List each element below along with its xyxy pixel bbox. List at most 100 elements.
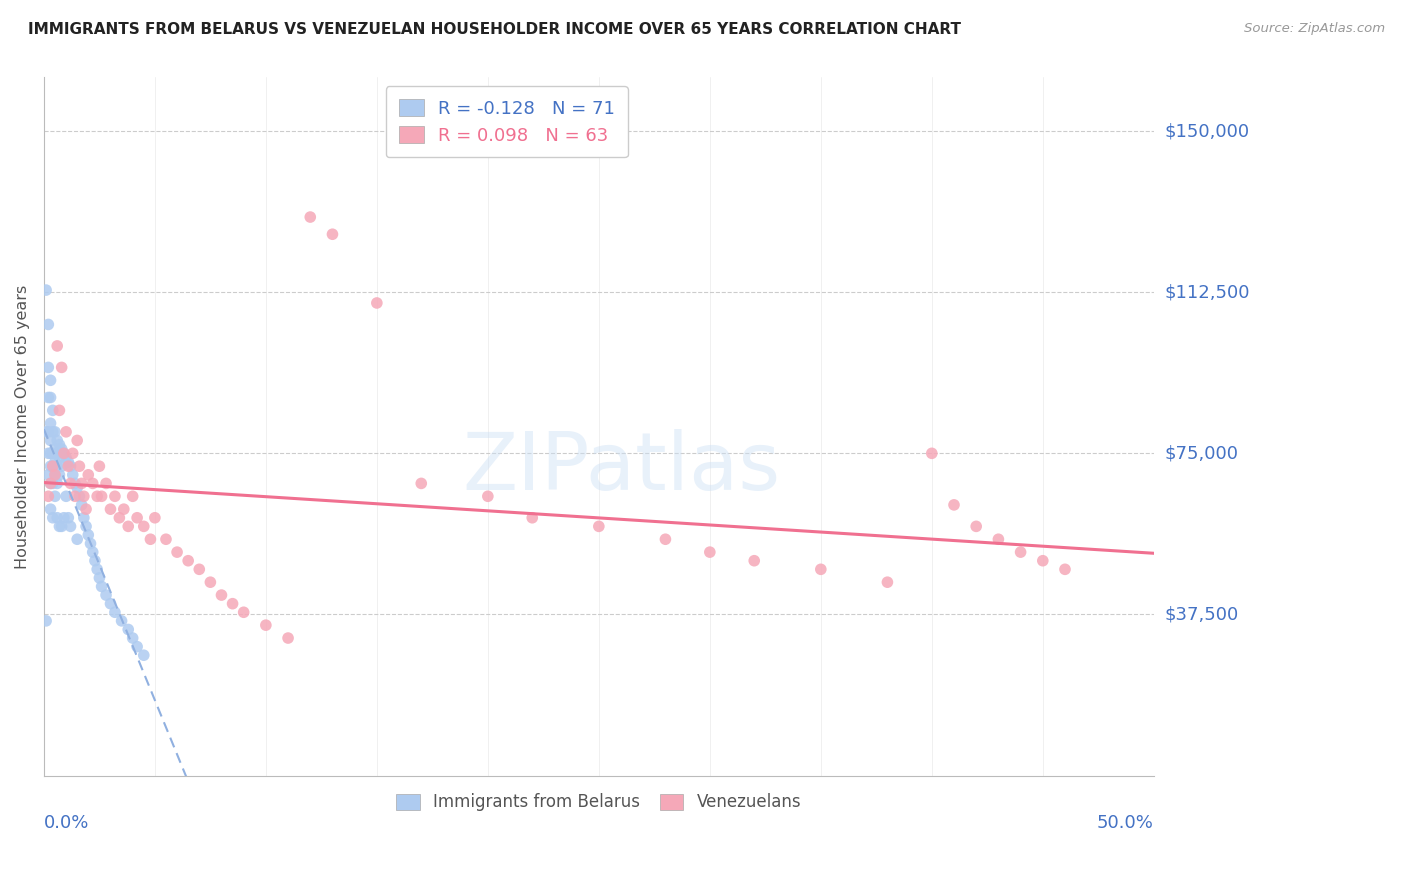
Point — [166, 545, 188, 559]
Point — [44, 425, 66, 439]
Point — [112, 502, 135, 516]
Point — [742, 554, 765, 568]
Point — [52, 446, 75, 460]
Point — [110, 614, 132, 628]
Text: IMMIGRANTS FROM BELARUS VS VENEZUELAN HOUSEHOLDER INCOME OVER 65 YEARS CORRELATI: IMMIGRANTS FROM BELARUS VS VENEZUELAN HO… — [28, 22, 962, 37]
Point — [127, 510, 149, 524]
Point — [35, 425, 58, 439]
Point — [232, 605, 254, 619]
Point — [84, 554, 107, 568]
Point — [89, 571, 111, 585]
Point — [51, 459, 73, 474]
Point — [59, 519, 82, 533]
Point — [55, 489, 77, 503]
Point — [37, 425, 59, 439]
Point — [48, 450, 70, 465]
Point — [70, 476, 93, 491]
Point — [943, 498, 966, 512]
Point — [59, 476, 82, 491]
Point — [37, 446, 59, 460]
Point — [477, 489, 499, 503]
Point — [37, 360, 59, 375]
Point — [90, 489, 112, 503]
Point — [66, 481, 89, 495]
Point — [58, 510, 80, 524]
Point — [211, 588, 233, 602]
Point — [117, 623, 139, 637]
Point — [66, 434, 89, 448]
Text: 50.0%: 50.0% — [1097, 814, 1154, 832]
Point — [127, 640, 149, 654]
Point — [44, 489, 66, 503]
Point — [82, 476, 104, 491]
Point — [810, 562, 832, 576]
Point — [876, 575, 898, 590]
Point — [37, 318, 59, 332]
Point — [39, 476, 62, 491]
Text: ZIPatlas: ZIPatlas — [463, 429, 780, 508]
Point — [143, 510, 166, 524]
Point — [117, 519, 139, 533]
Point — [94, 476, 117, 491]
Point — [89, 459, 111, 474]
Point — [39, 502, 62, 516]
Point — [46, 476, 69, 491]
Point — [46, 510, 69, 524]
Point — [48, 519, 70, 533]
Point — [67, 459, 90, 474]
Point — [200, 575, 222, 590]
Point — [100, 502, 122, 516]
Point — [86, 562, 108, 576]
Point — [35, 614, 58, 628]
Point — [39, 476, 62, 491]
Point — [70, 498, 93, 512]
Point — [67, 489, 90, 503]
Point — [52, 446, 75, 460]
Point — [48, 403, 70, 417]
Point — [79, 536, 101, 550]
Point — [44, 467, 66, 482]
Point — [177, 554, 200, 568]
Point — [48, 438, 70, 452]
Point — [108, 510, 131, 524]
Point — [121, 489, 143, 503]
Point — [42, 425, 65, 439]
Point — [1010, 545, 1032, 559]
Text: $75,000: $75,000 — [1166, 444, 1239, 462]
Point — [39, 391, 62, 405]
Point — [59, 459, 82, 474]
Point — [654, 533, 676, 547]
Point — [44, 442, 66, 456]
Point — [39, 446, 62, 460]
Point — [46, 434, 69, 448]
Point — [321, 227, 343, 242]
Text: $150,000: $150,000 — [1166, 122, 1250, 140]
Point — [42, 459, 65, 474]
Point — [299, 210, 322, 224]
Point — [58, 455, 80, 469]
Point — [39, 459, 62, 474]
Point — [48, 467, 70, 482]
Point — [42, 403, 65, 417]
Point — [35, 283, 58, 297]
Point — [63, 476, 86, 491]
Point — [86, 489, 108, 503]
Point — [73, 510, 96, 524]
Point — [42, 446, 65, 460]
Point — [39, 373, 62, 387]
Point — [46, 339, 69, 353]
Legend: Immigrants from Belarus, Venezuelans: Immigrants from Belarus, Venezuelans — [388, 785, 810, 820]
Point — [366, 296, 388, 310]
Point — [75, 519, 97, 533]
Point — [51, 360, 73, 375]
Point — [522, 510, 544, 524]
Point — [39, 416, 62, 430]
Point — [1053, 562, 1076, 576]
Point — [55, 425, 77, 439]
Point — [121, 631, 143, 645]
Text: $112,500: $112,500 — [1166, 284, 1250, 301]
Point — [94, 588, 117, 602]
Text: $37,500: $37,500 — [1166, 606, 1239, 624]
Point — [46, 446, 69, 460]
Point — [987, 533, 1010, 547]
